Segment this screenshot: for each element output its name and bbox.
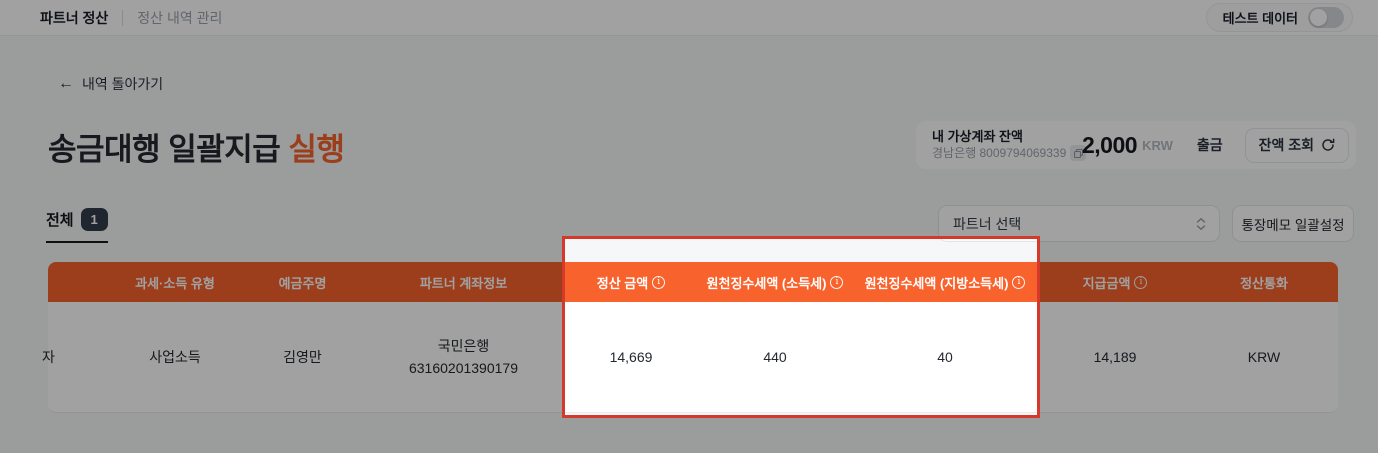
balance-label: 내 가상계좌 잔액	[932, 129, 1023, 144]
top-bar: 파트너 정산 정산 내역 관리 테스트 데이터	[0, 0, 1378, 36]
header-tax-income-type: 과세·소득 유형	[135, 275, 215, 291]
header-holder-name: 예금주명	[278, 275, 327, 291]
chevron-updown-icon	[1195, 216, 1207, 232]
header-withholding-local-tax-label: 원천징수세액 (지방소득세)	[864, 275, 1009, 291]
cell-account-number: 63160201390179	[408, 360, 518, 376]
page-title-main: 송금대행 일괄지급	[48, 132, 289, 167]
info-icon[interactable]: i	[1134, 275, 1148, 289]
cell-settlement-currency: KRW	[1247, 349, 1281, 365]
divider	[122, 9, 124, 26]
header-settlement-amount: 정산 금액 i	[562, 273, 700, 292]
memo-bulk-setting-button[interactable]: 통장메모 일괄설정	[1232, 205, 1354, 242]
balance-currency: KRW	[1142, 137, 1173, 153]
partner-select-placeholder: 파트너 선택	[953, 215, 1022, 232]
header-partner-account: 파트너 계좌정보	[419, 275, 508, 291]
back-arrow-icon: ←	[58, 75, 74, 92]
cell-withholding-local-tax: 40	[937, 349, 953, 365]
tab-count-badge: 1	[80, 208, 108, 231]
table-header-row: 과세·소득 유형 예금주명 파트너 계좌정보 정산 금액 i 원천징수세액 (소…	[48, 262, 1338, 302]
tab-all[interactable]: 전체 1	[46, 208, 108, 243]
test-data-pill: 테스트 데이터	[1205, 3, 1353, 32]
cell-tax-income-type: 사업소득	[149, 349, 201, 365]
cell-partner-type-text: 자	[42, 349, 55, 365]
info-icon[interactable]: i	[830, 275, 844, 289]
cell-partner-type: 자	[42, 346, 110, 368]
refresh-icon	[1321, 138, 1335, 152]
cell-holder-name: 김영만	[283, 349, 322, 365]
page-title-accent: 실행	[288, 132, 345, 167]
balance-amount: 2,000	[1082, 131, 1138, 158]
test-data-toggle[interactable]	[1308, 7, 1344, 28]
table-row: 자 사업소득 김영만 국민은행 63160201390179 14,669 44…	[42, 302, 1338, 413]
tab-all-label: 전체	[46, 212, 74, 229]
back-link-label: 내역 돌아가기	[82, 76, 164, 92]
header-settlement-currency: 정산통화	[1240, 275, 1288, 291]
virtual-account-balance-card: 내 가상계좌 잔액 경남은행 8009794069339 2,000 KRW 출…	[916, 121, 1356, 169]
toggle-knob	[1310, 9, 1327, 26]
balance-account-number: 경남은행 8009794069339	[932, 146, 1067, 160]
cell-withholding-income-tax: 440	[763, 349, 787, 365]
balance-info: 내 가상계좌 잔액 경남은행 8009794069339	[932, 129, 1087, 161]
cell-payout-amount: 14,189	[1093, 349, 1137, 365]
header-settlement-amount-label: 정산 금액	[596, 275, 649, 291]
header-payout-amount: 지급금액 i	[1040, 273, 1190, 292]
header-withholding-income-tax-label: 원천징수세액 (소득세)	[706, 275, 827, 291]
cell-settlement-amount: 14,669	[609, 349, 653, 365]
menu-settlement-history[interactable]: 정산 내역 관리	[137, 9, 223, 26]
header-withholding-income-tax: 원천징수세액 (소득세) i	[700, 273, 850, 292]
copy-icon[interactable]	[1070, 145, 1087, 161]
partner-select-dropdown[interactable]: 파트너 선택	[938, 205, 1220, 242]
info-icon[interactable]: i	[652, 275, 666, 289]
withdraw-button[interactable]: 출금	[1196, 137, 1223, 153]
cell-bank-name: 국민은행	[437, 338, 490, 354]
cell-partner-account: 국민은행 63160201390179	[365, 335, 562, 379]
back-link[interactable]: ← 내역 돌아가기	[58, 74, 163, 94]
balance-account: 경남은행 8009794069339	[932, 145, 1087, 161]
app-title: 파트너 정산	[40, 9, 109, 26]
refresh-balance-label: 잔액 조회	[1258, 137, 1315, 153]
refresh-balance-button[interactable]: 잔액 조회	[1244, 127, 1350, 163]
header-payout-amount-label: 지급금액	[1082, 275, 1131, 291]
info-icon[interactable]: i	[1012, 275, 1026, 289]
test-data-label: 테스트 데이터	[1222, 11, 1298, 26]
page-title: 송금대행 일괄지급 실행	[48, 124, 345, 169]
settlement-table: 과세·소득 유형 예금주명 파트너 계좌정보 정산 금액 i 원천징수세액 (소…	[42, 262, 1338, 413]
header-withholding-local-tax: 원천징수세액 (지방소득세) i	[850, 273, 1040, 292]
